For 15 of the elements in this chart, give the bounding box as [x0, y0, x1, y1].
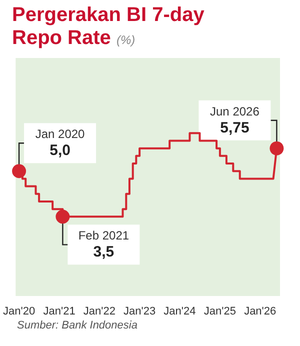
x-tick-label: Jan'22	[83, 306, 116, 318]
x-tick-label: Jan'21	[43, 306, 76, 318]
data-label: 3,5	[93, 244, 114, 261]
data-label: 5,0	[50, 142, 70, 160]
annotation: Feb 2021	[78, 228, 130, 243]
data-label: 5,75	[220, 119, 250, 136]
x-tick-label: Jan'26	[244, 306, 276, 318]
annotation: Jan 2020	[35, 127, 86, 142]
annotation: Jun 2026	[210, 104, 260, 118]
text: Sumber: Bank Indonesia	[17, 320, 138, 332]
x-tick-label: Jan'25	[204, 306, 236, 318]
chart-subtitle: (%)	[116, 33, 136, 47]
x-tick-label: Jan'24	[164, 306, 196, 318]
x-tick-label: Jan'20	[2, 306, 36, 318]
x-tick-label: Jan'23	[124, 306, 156, 318]
